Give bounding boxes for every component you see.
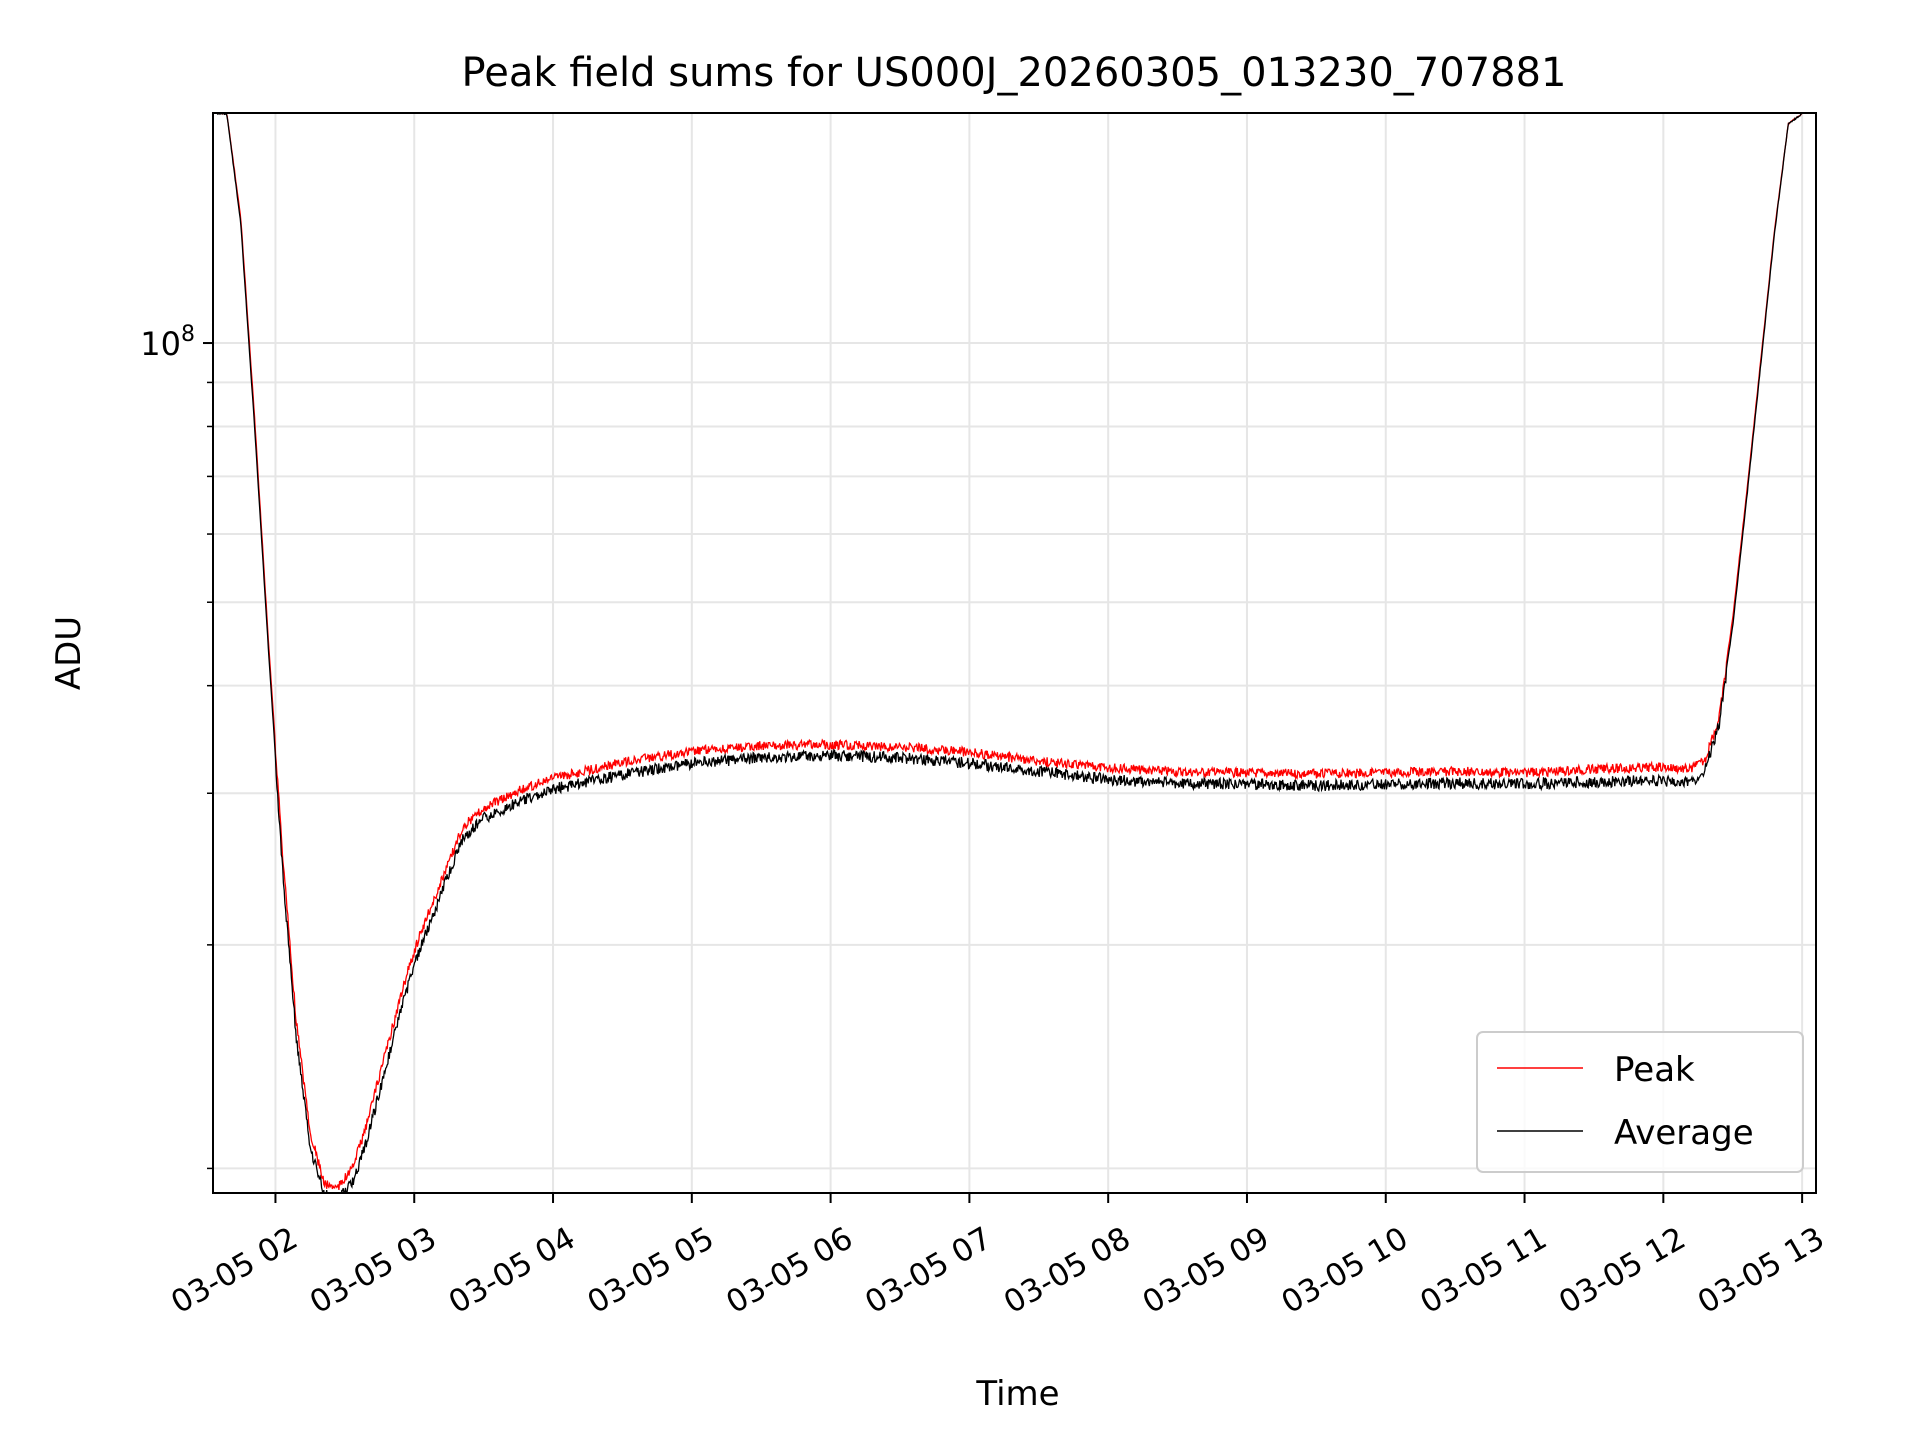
plot-area bbox=[216, 113, 1803, 1193]
legend-peak-label: Peak bbox=[1614, 1050, 1695, 1090]
series-line-peak bbox=[216, 113, 1803, 1190]
y-tick-label: 108 bbox=[140, 322, 195, 363]
series-line-average bbox=[216, 113, 1803, 1193]
legend-average-label: Average bbox=[1614, 1113, 1754, 1153]
axes-frame bbox=[212, 112, 1817, 1194]
x-axis-label: Time bbox=[975, 1374, 1059, 1414]
legend-box bbox=[1476, 1031, 1804, 1173]
grid bbox=[213, 113, 1816, 1193]
chart-title: Peak field sums for US000J_20260305_0132… bbox=[462, 50, 1567, 96]
legend: Peak Average bbox=[1476, 1031, 1804, 1173]
y-axis-label: ADU bbox=[49, 616, 89, 690]
